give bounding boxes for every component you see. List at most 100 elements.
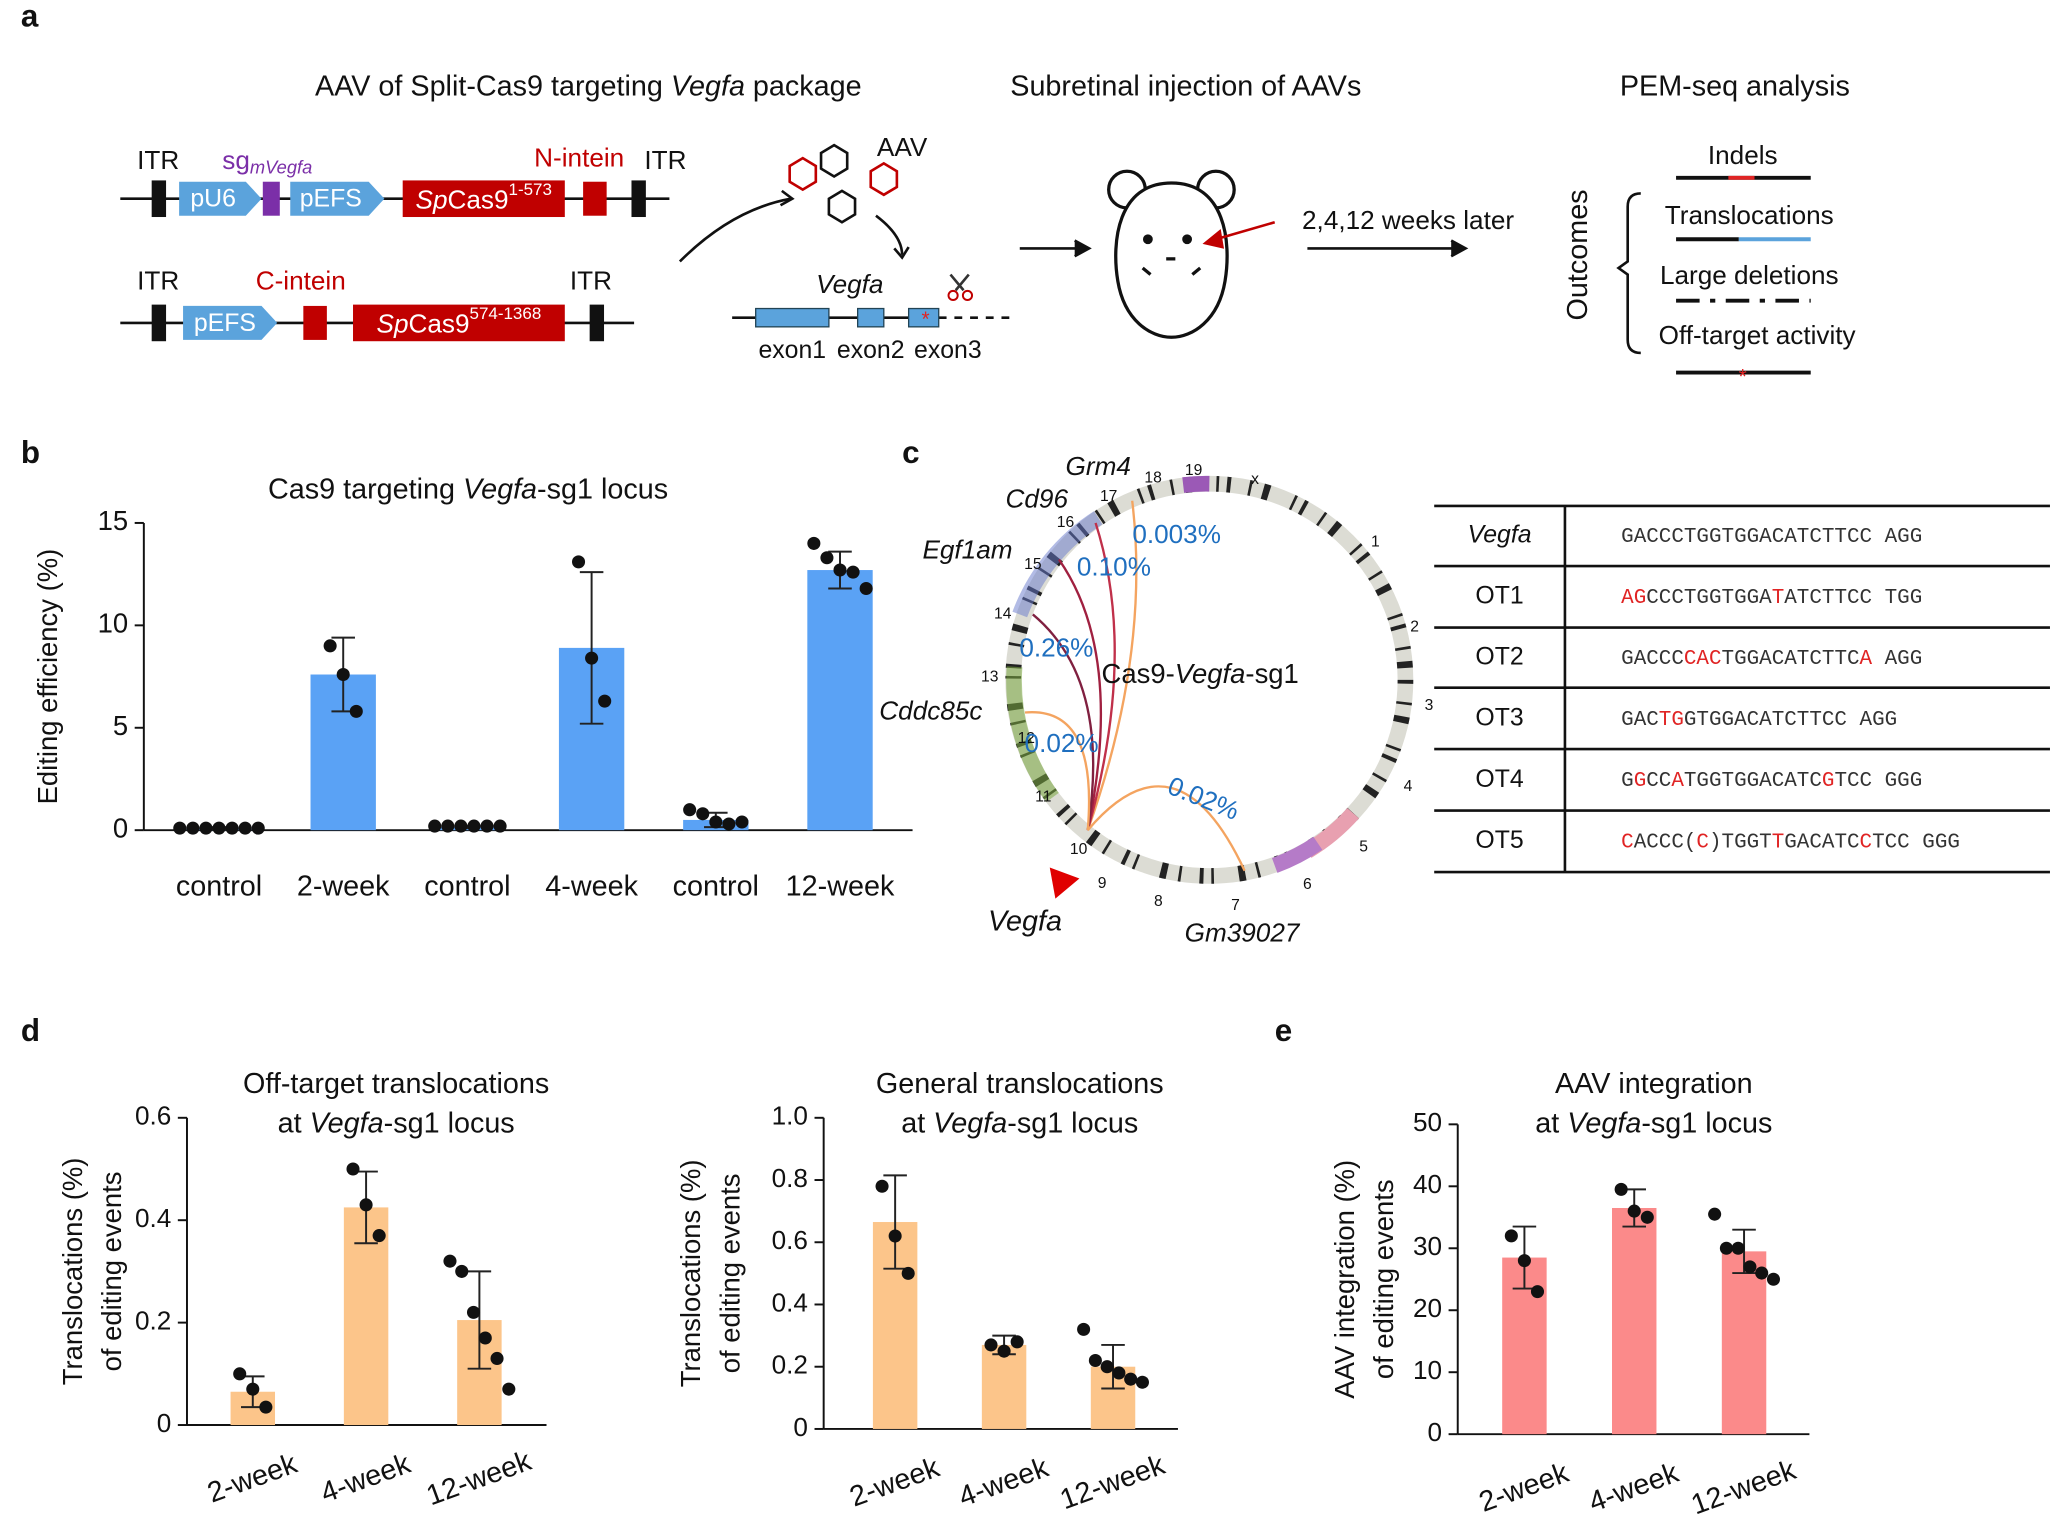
chart-title: at Vegfa-sg1 locus xyxy=(278,1107,515,1139)
data-point xyxy=(709,815,723,829)
x-tick-label: 12-week xyxy=(1056,1449,1170,1516)
data-point xyxy=(859,581,873,596)
chart-title-part: Vegfa xyxy=(310,1107,384,1139)
chart-title-part: AAV integration xyxy=(1555,1068,1753,1100)
sequence-part: A xyxy=(1860,648,1873,671)
sequence-part: GACCCTGGTGGACATCTTCC AGG xyxy=(1621,526,1922,549)
table-locus: OT4 xyxy=(1475,766,1523,793)
cas9-label-part: 1-573 xyxy=(509,180,552,199)
data-point xyxy=(1088,1353,1102,1368)
table-sequence: GGCCATGGTGGACATCGTCC GGG xyxy=(1621,770,1922,793)
table-sequence: GACCCTGGTGGACATCTTCC AGG xyxy=(1621,526,1922,549)
chromosome-label: 6 xyxy=(1303,876,1312,893)
y-tick-label: 0.4 xyxy=(772,1287,808,1317)
panel-label: b xyxy=(21,435,40,470)
chart-title-part: -sg1 locus xyxy=(537,473,668,505)
chromosome-label: 13 xyxy=(981,668,999,685)
outcome-label: Large deletions xyxy=(1660,260,1839,290)
sequence-part: AGG xyxy=(1872,648,1922,671)
data-point xyxy=(323,639,337,653)
x-tick-label: 4-week xyxy=(955,1451,1054,1513)
table-sequence: GACTGGTGGACATCTTCC AGG xyxy=(1621,709,1897,732)
itr-label: ITR xyxy=(570,265,612,295)
x-tick-label: control xyxy=(176,870,262,902)
chromosome-label: 16 xyxy=(1057,514,1075,531)
chart-title: at Vegfa-sg1 locus xyxy=(1535,1107,1772,1139)
gene-label: Cddc85c xyxy=(879,695,982,725)
sequence-part: C xyxy=(1621,831,1634,854)
data-point xyxy=(1708,1207,1722,1221)
data-point xyxy=(1517,1254,1531,1268)
data-point xyxy=(1766,1272,1781,1286)
chart-title: at Vegfa-sg1 locus xyxy=(901,1107,1138,1139)
chromosome-label: 12 xyxy=(1018,730,1035,747)
y-axis-label: of editing events xyxy=(714,1173,745,1373)
gene-label: Egf1am xyxy=(922,535,1012,565)
sequence-part: GTGGACATCTTCC AGG xyxy=(1684,709,1897,732)
sequence-part: TCC GGG xyxy=(1834,770,1922,793)
data-point xyxy=(251,821,265,835)
sequence-part: TCC GGG xyxy=(1872,831,1960,854)
sequence-part: C xyxy=(1696,831,1709,854)
data-point xyxy=(246,1382,260,1396)
data-point xyxy=(585,651,599,665)
data-point xyxy=(490,1351,504,1365)
data-point xyxy=(1010,1335,1024,1349)
outcome-lines: * xyxy=(1676,175,1811,388)
exon-label: exon2 xyxy=(837,337,905,364)
data-point xyxy=(186,821,200,835)
circos-center: Cas9-Vegfa-sg1 xyxy=(1102,658,1299,689)
sequence-part: T xyxy=(1772,587,1785,610)
chart-title-part: at xyxy=(1535,1107,1567,1139)
data-point xyxy=(997,1344,1011,1358)
intein-label: C-intein xyxy=(256,265,346,295)
chart-title: General translocations xyxy=(876,1068,1164,1100)
chart-title: Off-target translocations xyxy=(243,1068,549,1100)
data-point xyxy=(1077,1322,1091,1336)
chromosome-label: 17 xyxy=(1100,488,1117,505)
x-tick-label: 2-week xyxy=(846,1451,945,1513)
y-tick-label: 0.6 xyxy=(772,1225,808,1255)
y-tick-label: 0.6 xyxy=(135,1101,171,1131)
y-tick-label: 10 xyxy=(98,608,129,639)
data-point xyxy=(722,817,736,831)
y-tick-label: 30 xyxy=(1413,1231,1442,1261)
section-title: PEM-seq analysis xyxy=(1620,70,1850,102)
outcome-label: Off-target activity xyxy=(1659,320,1857,350)
circos-center-part: Cas9- xyxy=(1102,658,1175,689)
data-point xyxy=(833,563,847,577)
data-point xyxy=(1530,1285,1545,1299)
sequence-part: TGGACATCTTC xyxy=(1722,648,1860,671)
data-point xyxy=(1627,1204,1641,1218)
x-tick-label: 2-week xyxy=(1475,1457,1574,1519)
chromosome-label: 14 xyxy=(994,606,1012,623)
y-tick-label: 5 xyxy=(113,710,128,741)
gene-structure: * xyxy=(732,273,1014,331)
data-point xyxy=(1100,1360,1114,1374)
data-point xyxy=(807,536,821,550)
data-point xyxy=(466,1305,481,1319)
chart-title-part: General translocations xyxy=(876,1068,1164,1100)
outcome-label: Indels xyxy=(1708,140,1778,170)
table-locus: OT5 xyxy=(1475,827,1523,854)
sgrna-label-part: sg xyxy=(222,145,250,175)
data-point xyxy=(1755,1266,1769,1280)
sequence-part: A xyxy=(1671,770,1684,793)
data-point xyxy=(1719,1241,1733,1255)
svg-text:*: * xyxy=(1739,365,1747,388)
circos-center-part: -sg1 xyxy=(1245,658,1298,689)
sequence-part: TGGTGGACATC xyxy=(1684,770,1822,793)
x-tick-label: 12-week xyxy=(786,870,895,902)
data-point xyxy=(225,821,239,835)
intein-label: N-intein xyxy=(534,142,624,172)
x-tick-label: 4-week xyxy=(317,1448,416,1510)
chromosome-label: x xyxy=(1251,471,1259,488)
gene-label: Grm4 xyxy=(1066,451,1131,481)
data-point xyxy=(441,819,455,833)
data-point xyxy=(1614,1182,1628,1196)
sequence-part: G xyxy=(1621,770,1634,793)
data-point xyxy=(372,1229,386,1243)
data-point xyxy=(1640,1210,1654,1224)
sequence-part: CC xyxy=(1646,770,1671,793)
